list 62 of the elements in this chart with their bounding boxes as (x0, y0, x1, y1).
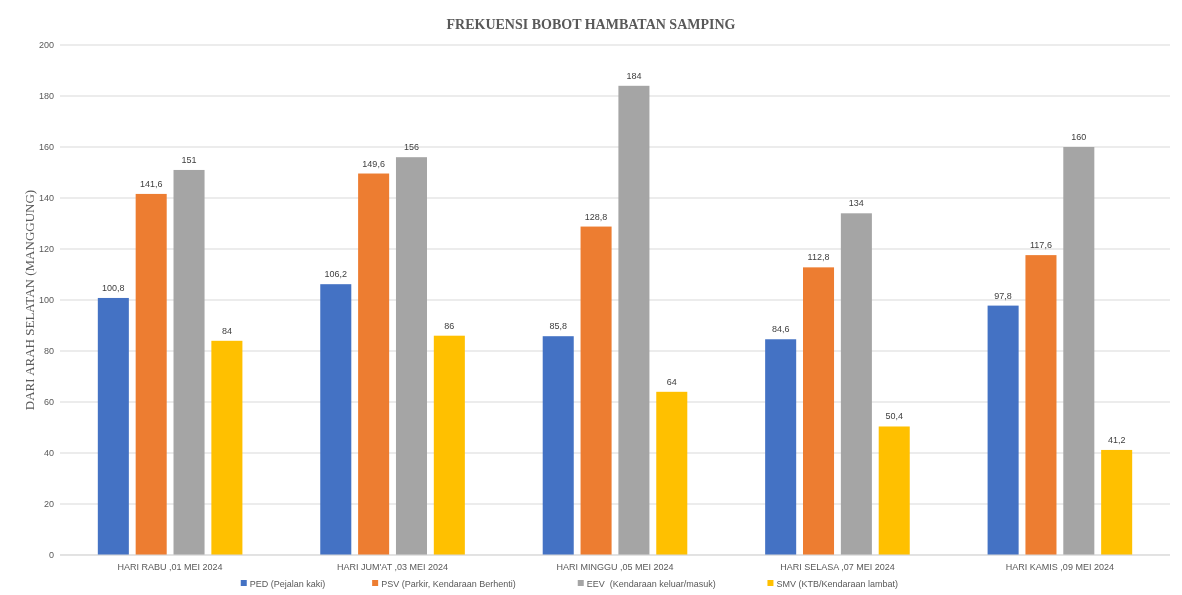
x-tick-label: HARI SELASA ,07 MEI 2024 (780, 562, 895, 572)
bar (542, 336, 574, 555)
legend-label: EEV (Kendaraan keluar/masuk) (586, 579, 716, 589)
data-label: 84,6 (771, 324, 790, 335)
data-label: 64 (666, 376, 677, 387)
x-tick-label: HARI KAMIS ,09 MEI 2024 (1005, 562, 1114, 572)
data-label: 149,6 (362, 158, 385, 169)
data-label: 112,8 (807, 252, 830, 263)
bar (395, 157, 427, 555)
data-label: 156 (403, 142, 419, 153)
bar (878, 426, 910, 555)
bar (135, 193, 167, 555)
y-tick-label: 60 (43, 397, 54, 407)
bar (433, 335, 465, 555)
x-tick-label: HARI JUM'AT ,03 MEI 2024 (337, 562, 449, 572)
legend-label: PED (Pejalan kaki) (249, 579, 326, 589)
data-label: 50,4 (885, 411, 903, 422)
y-axis-title: DARI ARAH SELATAN (MANGGUNG) (22, 189, 37, 411)
bar (1101, 449, 1133, 555)
bar (765, 339, 797, 555)
bar (803, 267, 835, 555)
bar (840, 213, 872, 555)
y-tick-label: 80 (43, 346, 54, 356)
y-tick-label: 180 (38, 91, 54, 101)
data-label: 141,6 (139, 178, 163, 189)
y-tick-label: 140 (38, 193, 54, 203)
y-tick-label: 0 (48, 550, 54, 560)
bar (358, 173, 390, 555)
data-label: 41,2 (1107, 434, 1126, 445)
data-label: 106,2 (324, 269, 348, 280)
bar (1063, 147, 1095, 555)
y-tick-label: 200 (38, 40, 54, 50)
data-label: 160 (1071, 132, 1087, 142)
bar (97, 297, 129, 555)
x-tick-label: HARI MINGGU ,05 MEI 2024 (556, 562, 674, 572)
legend-label: SMV (KTB/Kendaraan lambat) (776, 579, 899, 589)
bar (618, 85, 650, 555)
x-tick-label: HARI RABU ,01 MEI 2024 (117, 562, 223, 572)
data-label: 97,8 (994, 290, 1012, 301)
bar (211, 340, 243, 555)
y-tick-label: 120 (38, 244, 54, 254)
bar (656, 391, 688, 555)
data-label: 84 (221, 325, 232, 336)
data-label: 85,8 (549, 321, 567, 332)
data-label: 117,6 (1030, 240, 1052, 251)
y-tick-label: 40 (43, 448, 54, 458)
y-tick-label: 20 (43, 499, 54, 509)
data-label: 151 (181, 154, 197, 165)
data-label: 128,8 (584, 211, 608, 222)
bar (173, 169, 205, 555)
data-label: 86 (444, 320, 455, 331)
y-tick-label: 100 (38, 295, 54, 305)
bar (1025, 255, 1057, 555)
data-label: 184 (626, 70, 642, 81)
data-label: 134 (848, 198, 864, 209)
data-label: 100,8 (102, 282, 125, 293)
bar (580, 226, 612, 555)
bar (987, 305, 1019, 555)
bar (320, 284, 352, 555)
y-tick-label: 160 (38, 142, 54, 152)
chart-title: FREKUENSI BOBOT HAMBATAN SAMPING (446, 17, 736, 32)
legend-label: PSV (Parkir, Kendaraan Berhenti) (381, 579, 516, 589)
